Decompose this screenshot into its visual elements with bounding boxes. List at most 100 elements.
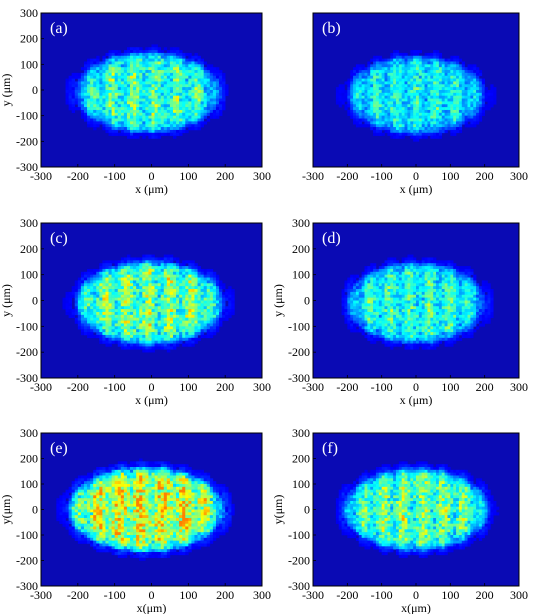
panel-label: (b) [322, 20, 341, 37]
y-tick-label: 100 [20, 57, 38, 71]
x-tick-label: 200 [216, 380, 234, 394]
x-tick-label: 0 [413, 588, 419, 602]
y-tick-label: 100 [20, 268, 38, 282]
x-axis-label: x(μm) [137, 601, 167, 614]
intensity-cells [65, 44, 229, 139]
y-tick-label: 0 [32, 294, 38, 308]
x-axis-label: x (μm) [400, 182, 433, 196]
x-tick-label: 300 [510, 380, 528, 394]
intensity-cells [56, 458, 235, 561]
x-tick-label: 0 [149, 588, 155, 602]
y-tick-label: 300 [292, 216, 310, 230]
panel-a: -300 -200 -100 0 100 200 300 300 200 100 0 -100 -200… [0, 6, 271, 196]
x-tick-label: 300 [253, 588, 271, 602]
y-tick-label: 0 [32, 83, 38, 97]
x-tick-label: 200 [476, 588, 494, 602]
x-tick-label: -300 [302, 169, 324, 183]
x-tick-label: 0 [149, 169, 155, 183]
x-tick-label: 0 [413, 380, 419, 394]
x-tick-label: -100 [371, 169, 393, 183]
x-tick-label: 300 [253, 169, 271, 183]
panel-f: -300 -200 -100 0 100 200 300 300 200 100 0 -100 -200… [271, 426, 528, 614]
x-tick-label: -300 [302, 380, 324, 394]
x-tick-label: 300 [510, 588, 528, 602]
y-tick-label: 200 [20, 242, 38, 256]
y-axis-label: y(μm) [271, 495, 285, 525]
x-axis-label: x (μm) [135, 393, 168, 407]
y-tick-label: 200 [20, 32, 38, 46]
x-tick-label: 300 [253, 380, 271, 394]
x-tick-label: -100 [371, 380, 393, 394]
x-tick-label: -300 [30, 169, 52, 183]
y-axis-label: y (μm) [0, 74, 13, 107]
x-tick-label: 100 [179, 588, 197, 602]
y-tick-label: -300 [288, 579, 310, 593]
x-tick-label: 100 [441, 588, 459, 602]
x-tick-label: -200 [67, 380, 89, 394]
y-tick-label: -100 [288, 528, 310, 542]
x-tick-label: -200 [67, 588, 89, 602]
y-tick-label: 100 [292, 268, 310, 282]
y-tick-label: 300 [292, 426, 310, 440]
y-tick-label: -200 [16, 554, 38, 568]
x-tick-label: -200 [336, 169, 358, 183]
y-tick-label: 100 [292, 477, 310, 491]
intensity-cells [335, 50, 497, 142]
y-tick-label: -300 [16, 371, 38, 385]
x-tick-label: 200 [216, 588, 234, 602]
y-axis-label: y(μm) [0, 495, 13, 525]
x-tick-label: -300 [302, 588, 324, 602]
y-tick-label: -200 [288, 554, 310, 568]
x-axis-label: x (μm) [400, 393, 433, 407]
y-tick-label: -300 [16, 160, 38, 174]
panel-c: -300 -200 -100 0 100 200 300 300 200 100 0 -100 -200… [0, 216, 271, 407]
y-tick-label: 300 [20, 216, 38, 230]
panel-b: -300 -200 -100 0 100 200 300 x (μm) (b) [302, 12, 528, 196]
y-tick-label: -100 [16, 319, 38, 333]
y-tick-label: -100 [288, 319, 310, 333]
panel-d: -300 -200 -100 0 100 200 300 300 200 100 0 -100 -200… [271, 216, 528, 407]
panel-label: (d) [322, 230, 341, 247]
y-axis-label: y (μm) [271, 284, 285, 317]
y-tick-label: 300 [20, 6, 38, 20]
y-tick-label: -300 [16, 579, 38, 593]
x-tick-label: -200 [336, 380, 358, 394]
x-tick-label: 200 [476, 169, 494, 183]
intensity-cells [341, 254, 494, 350]
y-tick-label: 100 [20, 477, 38, 491]
x-tick-label: -300 [30, 380, 52, 394]
x-tick-label: 100 [441, 169, 459, 183]
y-tick-label: 200 [20, 452, 38, 466]
x-tick-label: -300 [30, 588, 52, 602]
panel-label: (e) [50, 440, 68, 457]
y-tick-label: 0 [304, 503, 310, 517]
x-tick-label: -100 [371, 588, 393, 602]
x-tick-label: -100 [104, 380, 126, 394]
x-axis-label: x(μm) [401, 601, 431, 614]
x-tick-label: 200 [216, 169, 234, 183]
x-tick-label: -100 [104, 588, 126, 602]
panel-label: (c) [50, 230, 68, 247]
x-tick-label: 100 [441, 380, 459, 394]
x-tick-label: -100 [104, 169, 126, 183]
x-tick-label: -200 [67, 169, 89, 183]
x-axis-label: x (μm) [135, 182, 168, 196]
y-tick-label: -200 [16, 345, 38, 359]
panel-label: (a) [50, 20, 68, 37]
x-tick-label: 100 [179, 380, 197, 394]
y-tick-label: -300 [288, 371, 310, 385]
x-tick-label: 200 [476, 380, 494, 394]
y-tick-label: 200 [292, 452, 310, 466]
intensity-cells [62, 254, 235, 353]
x-tick-label: 0 [149, 380, 155, 394]
y-tick-label: 0 [304, 294, 310, 308]
y-tick-label: -100 [16, 528, 38, 542]
y-tick-label: -100 [16, 109, 38, 123]
y-tick-label: -200 [16, 134, 38, 148]
x-tick-label: 100 [179, 169, 197, 183]
y-tick-label: -200 [288, 345, 310, 359]
panel-e: -300 -200 -100 0 100 200 300 300 200 100 0 -100 -200… [0, 426, 271, 614]
y-tick-label: 200 [292, 242, 310, 256]
intensity-cells [335, 461, 500, 558]
